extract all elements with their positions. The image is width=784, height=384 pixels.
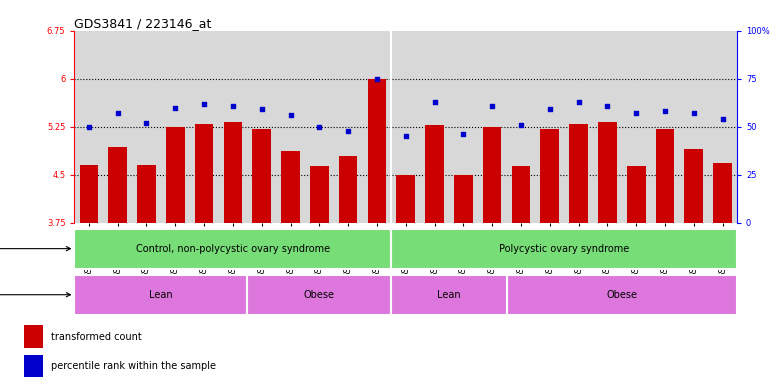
Text: other: other — [0, 290, 71, 300]
Point — [256, 106, 268, 113]
Text: Lean: Lean — [437, 290, 461, 300]
Point — [572, 99, 585, 105]
Point — [717, 116, 729, 122]
Bar — [391, 229, 737, 268]
Bar — [310, 166, 328, 223]
Point — [111, 110, 124, 116]
Point — [457, 131, 470, 137]
Point — [371, 76, 383, 82]
Text: Obese: Obese — [606, 290, 637, 300]
Text: percentile rank within the sample: percentile rank within the sample — [51, 361, 216, 371]
Text: Control, non-polycystic ovary syndrome: Control, non-polycystic ovary syndrome — [136, 243, 330, 254]
Point — [82, 124, 95, 130]
Text: Lean: Lean — [149, 290, 172, 300]
Bar — [512, 166, 530, 223]
Bar — [626, 166, 645, 223]
Bar — [252, 129, 271, 223]
Bar — [281, 151, 299, 223]
Point — [659, 108, 671, 114]
Point — [601, 103, 614, 109]
Bar — [339, 156, 358, 223]
Point — [514, 122, 527, 128]
Point — [399, 133, 412, 139]
Point — [486, 103, 499, 109]
Bar — [137, 165, 156, 223]
Bar — [108, 147, 127, 223]
Bar — [391, 275, 506, 314]
Text: disease state: disease state — [0, 243, 71, 254]
Point — [630, 110, 642, 116]
Point — [543, 106, 556, 113]
Bar — [397, 175, 415, 223]
Bar — [425, 125, 444, 223]
Bar — [79, 165, 98, 223]
Bar — [598, 122, 617, 223]
Text: Obese: Obese — [304, 290, 335, 300]
Point — [169, 104, 182, 111]
Bar — [506, 275, 737, 314]
Bar — [74, 275, 247, 314]
Bar — [569, 124, 588, 223]
Point — [285, 112, 297, 118]
Bar — [483, 127, 502, 223]
Bar — [223, 122, 242, 223]
Point — [313, 124, 325, 130]
Bar — [247, 275, 391, 314]
Point — [198, 101, 210, 107]
Text: transformed count: transformed count — [51, 332, 142, 342]
Text: Polycystic ovary syndrome: Polycystic ovary syndrome — [499, 243, 630, 254]
Bar — [540, 129, 559, 223]
Bar — [24, 325, 43, 348]
Point — [140, 120, 153, 126]
Point — [428, 99, 441, 105]
Point — [688, 110, 700, 116]
Bar — [194, 124, 213, 223]
Bar — [368, 79, 387, 223]
Bar — [74, 229, 391, 268]
Point — [227, 103, 239, 109]
Bar — [24, 355, 43, 377]
Bar — [454, 175, 473, 223]
Text: GDS3841 / 223146_at: GDS3841 / 223146_at — [74, 17, 212, 30]
Bar — [713, 163, 732, 223]
Point — [342, 127, 354, 134]
Bar — [655, 129, 674, 223]
Bar — [684, 149, 703, 223]
Bar — [166, 127, 185, 223]
